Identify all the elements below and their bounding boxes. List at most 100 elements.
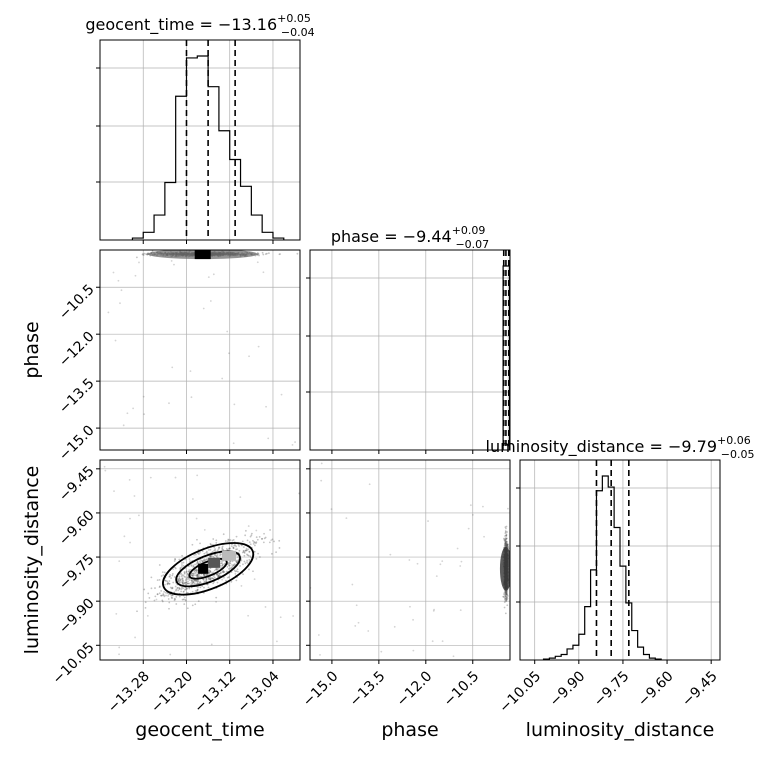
scatter-point xyxy=(196,582,199,585)
scatter-point xyxy=(113,490,115,493)
scatter-point xyxy=(503,544,506,547)
scatter-point xyxy=(195,590,198,593)
scatter-point xyxy=(243,551,245,554)
scatter-point xyxy=(367,630,370,632)
scatter-point xyxy=(503,538,506,541)
scatter-point xyxy=(231,565,234,568)
scatter-point xyxy=(507,546,509,549)
scatter-point xyxy=(172,568,175,571)
scatter-point xyxy=(174,558,176,560)
scatter-point xyxy=(482,505,484,508)
scatter-point xyxy=(355,604,358,607)
scatter-point xyxy=(149,476,152,479)
scatter-point xyxy=(202,573,205,576)
scatter-point xyxy=(505,542,507,545)
scatter-point xyxy=(176,587,179,589)
scatter-point xyxy=(505,592,508,595)
scatter-point xyxy=(214,550,217,552)
scatter-point xyxy=(114,339,117,342)
scatter-point xyxy=(222,548,225,551)
scatter-point xyxy=(115,612,118,615)
x-tick-label: −12.0 xyxy=(394,668,436,710)
scatter-point xyxy=(195,568,198,571)
scatter-point xyxy=(505,598,508,601)
scatter-point xyxy=(261,537,263,540)
scatter-point xyxy=(224,540,227,542)
scatter-point xyxy=(175,603,178,605)
scatter-point xyxy=(239,565,241,567)
scatter-point xyxy=(234,544,237,547)
scatter-point xyxy=(248,550,251,553)
scatter-point xyxy=(215,596,218,599)
scatter-point xyxy=(232,547,235,549)
scatter-point xyxy=(506,597,509,600)
scatter-point xyxy=(504,535,506,537)
scatter-point xyxy=(177,580,180,582)
scatter-point xyxy=(209,570,212,573)
scatter-point xyxy=(253,541,255,543)
scatter-point xyxy=(191,590,194,593)
scatter-point xyxy=(133,495,136,497)
scatter-point xyxy=(178,575,181,578)
scatter-point xyxy=(185,581,188,584)
y-tick-label: −9.60 xyxy=(56,507,98,549)
scatter-point xyxy=(137,514,140,517)
scatter-point xyxy=(168,593,170,596)
scatter-point xyxy=(168,582,171,585)
scatter-point xyxy=(505,542,508,545)
scatter-point xyxy=(208,577,211,580)
scatter-point xyxy=(208,572,211,574)
scatter-point xyxy=(227,538,230,541)
scatter-point xyxy=(253,578,256,581)
y-tick-label: −15.0 xyxy=(56,422,98,464)
scatter-point xyxy=(177,579,179,582)
scatter-point xyxy=(257,345,260,348)
scatter-point xyxy=(235,535,238,538)
scatter-point xyxy=(196,589,199,591)
scatter-point xyxy=(240,585,243,587)
scatter-point xyxy=(221,560,223,563)
scatter-point xyxy=(256,252,259,254)
scatter-point xyxy=(199,551,201,554)
scatter-point xyxy=(503,539,506,542)
scatter-point xyxy=(504,593,507,596)
scatter-point xyxy=(146,253,149,255)
scatter-point xyxy=(192,566,195,568)
scatter-point xyxy=(441,560,444,562)
scatter-point xyxy=(216,573,218,576)
scatter-point xyxy=(181,581,183,583)
scatter-point xyxy=(235,579,238,582)
scatter-point xyxy=(280,393,283,396)
scatter-point xyxy=(173,591,176,594)
scatter-point xyxy=(221,564,224,567)
scatter-point xyxy=(194,579,196,582)
scatter-point xyxy=(504,540,506,543)
scatter-point xyxy=(221,377,224,380)
scatter-point xyxy=(156,593,159,595)
scatter-point xyxy=(160,594,162,597)
scatter-point xyxy=(194,580,197,582)
x-tick-label: −13.28 xyxy=(105,668,153,716)
scatter-point xyxy=(247,548,250,551)
scatter-point xyxy=(189,370,192,373)
x-axis-label-geocent_time: geocent_time xyxy=(135,719,264,741)
scatter-point xyxy=(232,546,235,549)
scatter-point xyxy=(190,572,193,575)
scatter-point xyxy=(185,583,187,586)
scatter-point xyxy=(205,550,208,553)
scatter-point xyxy=(248,568,250,571)
scatter-point xyxy=(98,255,100,257)
scatter-point xyxy=(504,590,507,593)
scatter-point xyxy=(175,589,177,592)
scatter-point xyxy=(214,548,217,551)
y-axis-label-luminosity_distance: luminosity_distance xyxy=(21,466,43,655)
scatter-point xyxy=(505,535,508,537)
scatter-point xyxy=(129,541,131,544)
scatter-point xyxy=(255,557,258,560)
x-tick-label: −10.5 xyxy=(441,668,483,710)
scatter-point xyxy=(207,577,210,580)
scatter-point xyxy=(180,575,183,578)
scatter-point xyxy=(191,580,194,582)
scatter-point xyxy=(193,579,196,582)
